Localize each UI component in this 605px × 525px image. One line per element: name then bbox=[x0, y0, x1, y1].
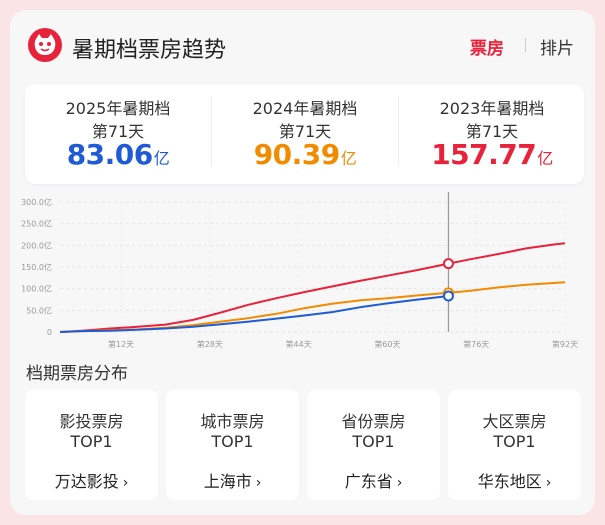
tile-region[interactable]: 大区票房 TOP1 华东地区 › bbox=[448, 390, 581, 500]
tile-cinema-group[interactable]: 影投票房 TOP1 万达影投 › bbox=[25, 390, 158, 500]
stat-number: 90.39 bbox=[253, 138, 341, 171]
tile-province[interactable]: 省份票房 TOP1 广东省 › bbox=[307, 390, 440, 500]
y-tick-label: 100.0亿 bbox=[21, 284, 52, 294]
stats-panel: 2025年暑期档 第71天 83.06亿 2024年暑期档 第71天 90.39… bbox=[25, 84, 584, 184]
stat-divider bbox=[398, 96, 399, 166]
page-title: 暑期档票房趋势 bbox=[72, 38, 227, 63]
tab-divider bbox=[525, 38, 526, 52]
tab-screenings[interactable]: 排片 bbox=[540, 39, 574, 59]
y-tick-label: 300.0亿 bbox=[21, 197, 52, 207]
tile-label: 大区票房 bbox=[482, 412, 547, 431]
tile-value-text: 万达影投 bbox=[54, 472, 119, 491]
stat-day: 第71天 bbox=[278, 122, 332, 141]
tile-rank: TOP1 bbox=[211, 432, 254, 451]
stat-unit: 亿 bbox=[537, 149, 553, 168]
tile-label: 城市票房 bbox=[200, 412, 265, 431]
stat-2023: 2023年暑期档 第71天 157.77亿 bbox=[399, 84, 585, 184]
x-tick-label: 第12天 bbox=[108, 339, 134, 349]
tile-value: 华东地区 › bbox=[448, 468, 581, 492]
trend-chart-svg[interactable]: 300.0亿 250.0亿 200.0亿 150.0亿 100.0亿 50.0亿 0 第12天… bbox=[10, 186, 595, 352]
tile-city[interactable]: 城市票房 TOP1 上海市 › bbox=[166, 390, 299, 500]
chevron-right-icon: › bbox=[122, 475, 129, 491]
stat-2025: 2025年暑期档 第71天 83.06亿 bbox=[25, 84, 211, 184]
x-tick-label: 第44天 bbox=[286, 339, 312, 349]
tile-value: 万达影投 › bbox=[25, 468, 158, 492]
x-tick-label: 第92天 bbox=[552, 339, 578, 349]
chevron-right-icon: › bbox=[255, 475, 262, 491]
x-tick-label: 第28天 bbox=[197, 339, 223, 349]
stat-year: 2025年暑期档 bbox=[65, 99, 171, 118]
tile-value: 上海市 › bbox=[166, 468, 299, 492]
y-tick-label: 50.0亿 bbox=[26, 305, 52, 315]
chevron-right-icon: › bbox=[396, 475, 403, 491]
stat-unit: 亿 bbox=[340, 149, 357, 168]
stat-value: 83.06亿 bbox=[25, 138, 211, 171]
x-tick-label: 第76天 bbox=[463, 339, 489, 349]
y-tick-label: 150.0亿 bbox=[21, 262, 52, 272]
cursor-point bbox=[442, 290, 454, 302]
tile-value-text: 广东省 bbox=[344, 472, 393, 491]
stat-value: 90.39亿 bbox=[212, 138, 398, 171]
tile-rank: TOP1 bbox=[70, 432, 113, 451]
tile-rank: TOP1 bbox=[352, 432, 395, 451]
stat-day: 第71天 bbox=[91, 122, 145, 141]
series-line bbox=[59, 242, 566, 333]
stat-unit: 亿 bbox=[153, 149, 170, 168]
stat-year: 2023年暑期档 bbox=[439, 99, 545, 118]
stat-2024: 2024年暑期档 第71天 90.39亿 bbox=[212, 84, 398, 184]
tile-value-text: 上海市 bbox=[203, 472, 252, 491]
trend-chart[interactable]: 300.0亿 250.0亿 200.0亿 150.0亿 100.0亿 50.0亿 0 第12天… bbox=[10, 186, 595, 352]
distribution-title: 档期票房分布 bbox=[26, 364, 128, 384]
box-office-card: 暑期档票房趋势 票房 排片 2025年暑期档 第71天 83.06亿 2024年… bbox=[10, 10, 595, 515]
stat-value: 157.77亿 bbox=[399, 138, 585, 171]
x-tick-label: 第60天 bbox=[374, 339, 400, 349]
chevron-right-icon: › bbox=[545, 475, 552, 491]
tile-value-text: 华东地区 bbox=[477, 472, 542, 491]
stat-divider bbox=[211, 96, 212, 166]
y-tick-label: 250.0亿 bbox=[21, 219, 52, 229]
tile-value: 广东省 › bbox=[307, 468, 440, 492]
y-tick-label: 200.0亿 bbox=[21, 240, 52, 250]
series-line bbox=[59, 295, 449, 333]
tile-rank: TOP1 bbox=[493, 432, 536, 451]
tile-label: 省份票房 bbox=[341, 412, 406, 431]
y-tick-label: 0 bbox=[47, 328, 52, 337]
header: 暑期档票房趋势 票房 排片 bbox=[10, 10, 595, 80]
stat-year: 2024年暑期档 bbox=[252, 99, 358, 118]
cat-logo-icon bbox=[28, 28, 62, 62]
tab-box-office[interactable]: 票房 bbox=[470, 39, 504, 59]
stat-number: 157.77 bbox=[431, 138, 537, 171]
stat-day: 第71天 bbox=[465, 122, 519, 141]
tile-label: 影投票房 bbox=[59, 412, 124, 431]
stat-number: 83.06 bbox=[66, 138, 154, 171]
cursor-point bbox=[442, 258, 454, 270]
